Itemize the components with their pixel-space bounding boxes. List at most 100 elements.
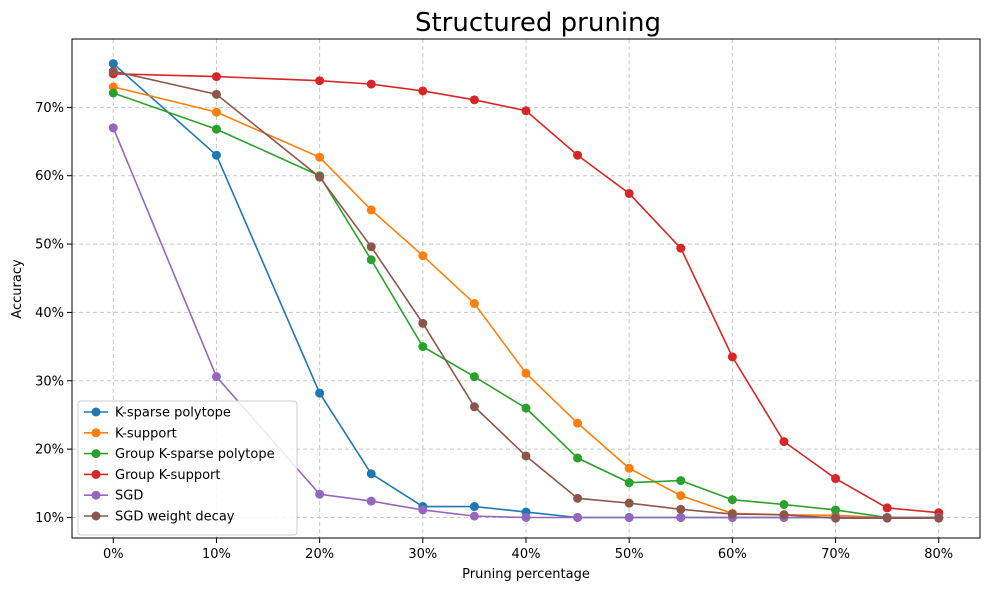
y-tick-label: 10% bbox=[35, 511, 64, 526]
data-point bbox=[469, 299, 479, 309]
data-point bbox=[779, 500, 789, 510]
legend-marker bbox=[91, 428, 101, 438]
data-point bbox=[676, 243, 686, 253]
y-tick-label: 40% bbox=[35, 306, 64, 321]
data-point bbox=[624, 188, 634, 198]
data-point bbox=[831, 474, 841, 484]
chart-title: Structured pruning bbox=[415, 8, 661, 38]
data-point bbox=[727, 352, 737, 362]
data-point bbox=[676, 504, 686, 514]
data-point bbox=[418, 86, 428, 96]
legend-label: Group K-support bbox=[115, 468, 220, 483]
legend-item: K-sparse polytope bbox=[84, 406, 231, 421]
data-point bbox=[418, 342, 428, 352]
data-point bbox=[211, 89, 221, 99]
data-point bbox=[366, 242, 376, 252]
x-tick-label: 80% bbox=[924, 547, 953, 562]
data-point bbox=[624, 478, 634, 488]
y-axis-label: Accuracy bbox=[10, 259, 25, 319]
data-point bbox=[108, 88, 118, 98]
data-point bbox=[831, 513, 841, 523]
x-tick-label: 70% bbox=[821, 547, 850, 562]
series-group-k-sparse-polytope bbox=[108, 88, 944, 522]
data-point bbox=[882, 513, 892, 523]
data-point bbox=[573, 512, 583, 522]
x-tick-label: 20% bbox=[305, 547, 334, 562]
data-point bbox=[521, 403, 531, 413]
data-point bbox=[366, 255, 376, 265]
legend-item: Group K-support bbox=[84, 468, 220, 483]
data-point bbox=[211, 372, 221, 382]
data-point bbox=[108, 66, 118, 76]
data-point bbox=[882, 503, 892, 513]
data-point bbox=[469, 95, 479, 105]
data-point bbox=[366, 496, 376, 506]
data-point bbox=[727, 495, 737, 505]
data-point bbox=[676, 491, 686, 501]
data-point bbox=[366, 205, 376, 215]
legend-label: SGD bbox=[115, 489, 143, 504]
data-point bbox=[366, 469, 376, 479]
y-tick-label: 50% bbox=[35, 238, 64, 253]
data-point bbox=[108, 123, 118, 133]
data-point bbox=[469, 372, 479, 382]
data-point bbox=[315, 489, 325, 499]
data-point bbox=[366, 79, 376, 89]
x-tick-label: 0% bbox=[103, 547, 124, 562]
data-point bbox=[573, 453, 583, 463]
data-point bbox=[573, 418, 583, 428]
data-point bbox=[469, 402, 479, 412]
series-sgd-weight-decay bbox=[108, 66, 944, 523]
x-tick-label: 50% bbox=[615, 547, 644, 562]
data-point bbox=[624, 498, 634, 508]
data-point bbox=[573, 150, 583, 160]
data-point bbox=[521, 368, 531, 378]
data-point bbox=[211, 107, 221, 117]
y-tick-label: 20% bbox=[35, 443, 64, 458]
data-point bbox=[676, 512, 686, 522]
x-tick-label: 60% bbox=[718, 547, 747, 562]
data-point bbox=[779, 510, 789, 520]
legend-label: K-support bbox=[115, 426, 177, 441]
legend-marker bbox=[91, 469, 101, 479]
data-point bbox=[418, 505, 428, 515]
data-point bbox=[831, 505, 841, 515]
data-point bbox=[315, 76, 325, 86]
data-point bbox=[211, 72, 221, 82]
legend-box bbox=[77, 400, 298, 536]
legend-label: K-sparse polytope bbox=[115, 406, 231, 421]
data-point bbox=[624, 512, 634, 522]
data-point bbox=[108, 82, 118, 92]
legend-label: Group K-sparse polytope bbox=[115, 447, 275, 462]
data-point bbox=[469, 511, 479, 521]
x-tick-label: 40% bbox=[512, 547, 541, 562]
series-group-k-support bbox=[108, 69, 944, 518]
data-point bbox=[676, 476, 686, 486]
data-point bbox=[211, 150, 221, 160]
x-axis-label: Pruning percentage bbox=[462, 567, 590, 582]
legend-label: SGD weight decay bbox=[115, 510, 235, 525]
data-point bbox=[573, 493, 583, 503]
x-tick-label: 10% bbox=[202, 547, 231, 562]
y-tick-label: 60% bbox=[35, 169, 64, 184]
data-point bbox=[521, 451, 531, 461]
data-point bbox=[315, 152, 325, 162]
legend-item: K-support bbox=[84, 426, 177, 441]
data-point bbox=[418, 318, 428, 328]
legend-item: SGD bbox=[84, 489, 143, 504]
legend-marker bbox=[91, 511, 101, 521]
legend-marker bbox=[91, 490, 101, 500]
x-tick-label: 30% bbox=[408, 547, 437, 562]
data-point bbox=[521, 106, 531, 116]
legend-item: SGD weight decay bbox=[84, 510, 235, 525]
data-point bbox=[108, 59, 118, 69]
data-point bbox=[779, 437, 789, 447]
y-tick-label: 30% bbox=[35, 374, 64, 389]
data-point bbox=[727, 509, 737, 519]
legend: K-sparse polytope K-support Group K-sparse… bbox=[77, 400, 298, 536]
axis-ticks: 0% 10% 20% 30% 40% 50% 60% 70% 80% 10% 20% 30% 40% 50… bbox=[35, 101, 953, 562]
series-lines bbox=[108, 59, 944, 523]
data-point bbox=[934, 513, 944, 523]
data-point bbox=[521, 512, 531, 522]
